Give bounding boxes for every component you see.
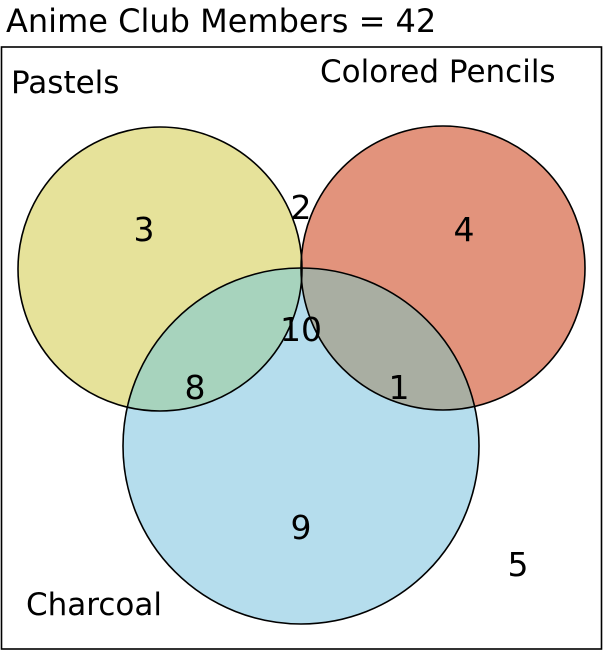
- charcoal-label: Charcoal: [26, 587, 162, 623]
- charcoal-only-count: 9: [291, 508, 312, 547]
- pastels-charcoal-overlap: [123, 268, 302, 411]
- colored-pencils-only-count: 4: [454, 210, 475, 249]
- pastels-charcoal-count: 8: [185, 368, 206, 407]
- pastels-colored-pencils-count: 2: [291, 188, 312, 227]
- all-three-count: 10: [280, 310, 322, 349]
- colored-pencils-charcoal-count: 1: [389, 368, 410, 407]
- diagram-title: Anime Club Members = 42: [6, 2, 436, 40]
- pastels-label: Pastels: [11, 65, 119, 101]
- outside-count: 5: [508, 545, 529, 584]
- pastels-only-count: 3: [134, 210, 155, 249]
- universe-box: [0, 46, 603, 650]
- charcoal-circle-outline: [122, 267, 480, 625]
- pastels-circle-outline: [17, 126, 303, 412]
- colored-pencils-charcoal-overlap: [301, 268, 479, 410]
- colored-pencils-label: Colored Pencils: [320, 54, 556, 90]
